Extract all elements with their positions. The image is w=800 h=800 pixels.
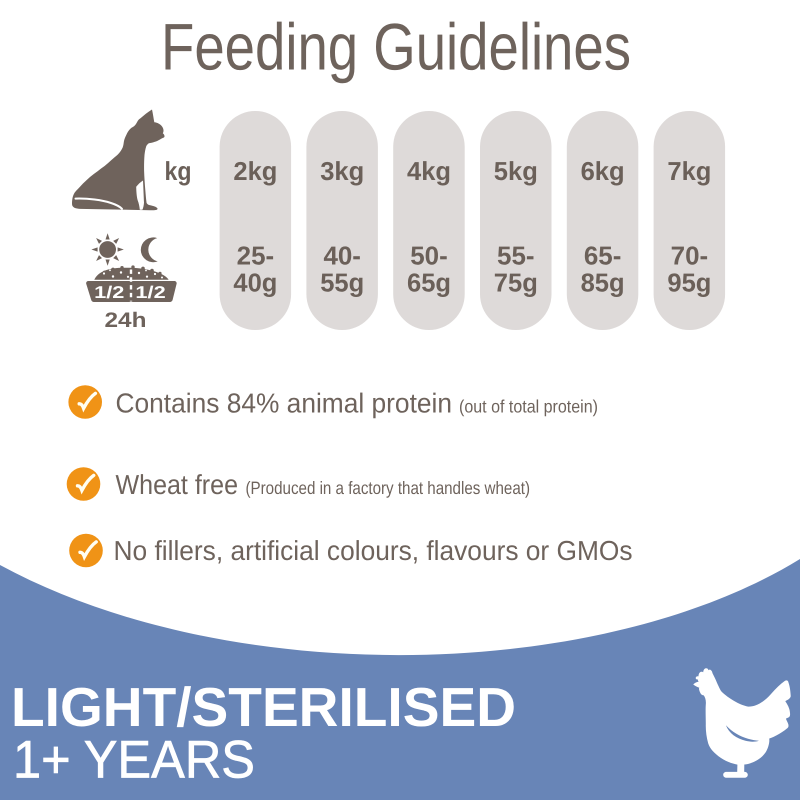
svg-text:3kg: 3kg <box>320 156 364 186</box>
svg-text:25-: 25- <box>237 240 275 270</box>
svg-text:1/2: 1/2 <box>94 283 124 302</box>
svg-text:LIGHT/STERILISED: LIGHT/STERILISED <box>11 676 516 738</box>
svg-text:55g: 55g <box>320 267 364 297</box>
svg-text:6kg: 6kg <box>581 156 625 186</box>
svg-text:24h: 24h <box>105 309 147 332</box>
svg-text:(out of total protein): (out of total protein) <box>459 397 598 417</box>
svg-text:40g: 40g <box>233 267 277 297</box>
svg-text:Wheat free: Wheat free <box>116 469 239 500</box>
svg-text:4kg: 4kg <box>407 156 451 186</box>
svg-text:(Produced in a factory that ha: (Produced in a factory that handles whea… <box>246 478 531 498</box>
svg-text:95g: 95g <box>667 267 711 297</box>
svg-text:1/2: 1/2 <box>135 283 165 302</box>
svg-text:55-: 55- <box>497 240 535 270</box>
svg-text:7kg: 7kg <box>667 156 711 186</box>
svg-text:65-: 65- <box>584 240 622 270</box>
svg-text:65g: 65g <box>407 267 451 297</box>
svg-text:85g: 85g <box>581 267 625 297</box>
svg-text:2kg: 2kg <box>233 156 277 186</box>
svg-text:Feeding Guidelines: Feeding Guidelines <box>161 9 631 83</box>
svg-text:1+ YEARS: 1+ YEARS <box>13 731 255 790</box>
svg-text:No fillers, artificial colours: No fillers, artificial colours, flavours… <box>114 535 633 566</box>
svg-text:40-: 40- <box>323 240 361 270</box>
svg-text:50-: 50- <box>410 240 448 270</box>
svg-text:kg: kg <box>165 156 192 186</box>
svg-text:75g: 75g <box>494 267 538 297</box>
svg-text:5kg: 5kg <box>494 156 538 186</box>
svg-text:Contains 84% animal protein: Contains 84% animal protein <box>116 388 453 419</box>
svg-text:70-: 70- <box>671 240 709 270</box>
